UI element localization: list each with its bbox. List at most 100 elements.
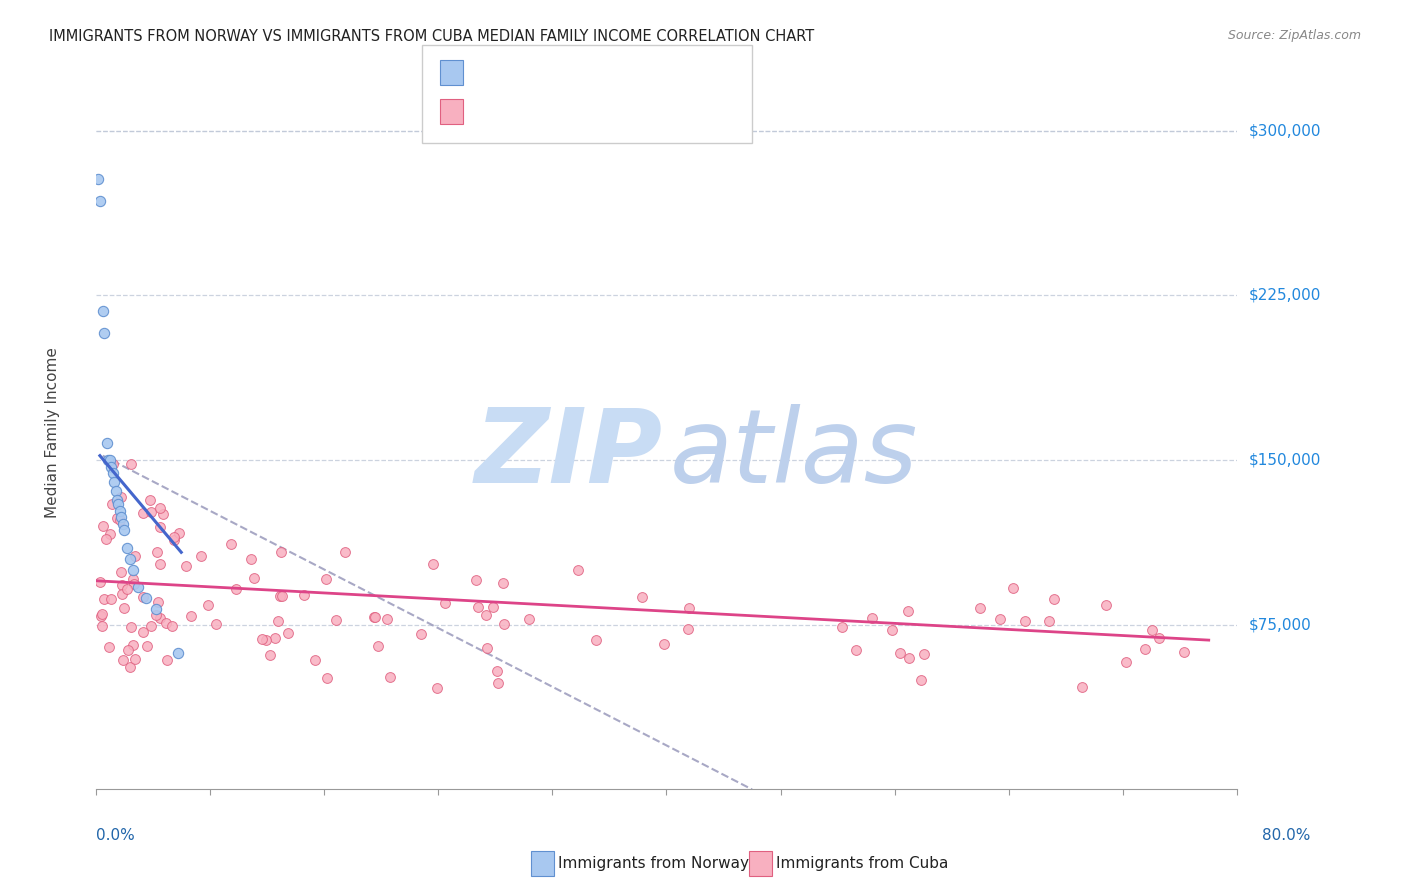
Point <box>1043 592 1066 607</box>
Point <box>162 619 184 633</box>
Point <box>97 640 120 655</box>
Point <box>94 532 117 546</box>
Point <box>124 652 146 666</box>
Point <box>89 194 111 208</box>
Text: Source: ZipAtlas.com: Source: ZipAtlas.com <box>1227 29 1361 42</box>
Point <box>118 552 141 566</box>
Point <box>108 513 131 527</box>
Text: R = -0.118   N =  24: R = -0.118 N = 24 <box>474 65 637 79</box>
Text: R = -0.251   N = 122: R = -0.251 N = 122 <box>474 104 643 119</box>
Point <box>149 520 172 534</box>
Point <box>1135 641 1157 656</box>
Point <box>103 475 125 489</box>
Point <box>111 587 134 601</box>
Point <box>488 676 510 690</box>
Point <box>366 639 388 653</box>
Point <box>270 545 292 559</box>
Point <box>264 631 287 645</box>
Point <box>120 458 142 472</box>
Point <box>132 506 155 520</box>
Point <box>889 646 911 660</box>
Point <box>676 622 699 636</box>
Text: $75,000: $75,000 <box>1249 617 1312 632</box>
Point <box>910 673 932 688</box>
Point <box>315 572 337 586</box>
Point <box>277 626 299 640</box>
Text: Median Family Income: Median Family Income <box>45 347 59 518</box>
Point <box>254 632 277 647</box>
Point <box>631 590 654 604</box>
Point <box>1140 624 1163 638</box>
Text: 0.0%: 0.0% <box>96 828 135 843</box>
Point <box>115 541 138 555</box>
Point <box>149 610 172 624</box>
Point <box>148 595 170 609</box>
Point <box>111 516 134 531</box>
Point <box>155 615 177 630</box>
Point <box>434 596 457 610</box>
Point <box>91 607 114 621</box>
Point <box>124 549 146 563</box>
Point <box>87 172 110 186</box>
Point <box>364 610 387 624</box>
Point <box>1071 680 1094 694</box>
Point <box>146 545 169 559</box>
Point <box>112 653 135 667</box>
Point <box>517 612 540 626</box>
Point <box>271 589 294 603</box>
Point <box>969 600 991 615</box>
Point <box>180 608 202 623</box>
Point <box>567 563 589 577</box>
Point <box>93 326 115 340</box>
Point <box>118 659 141 673</box>
Point <box>89 574 111 589</box>
Point <box>110 510 132 524</box>
Text: Immigrants from Norway: Immigrants from Norway <box>558 856 749 871</box>
Point <box>107 497 129 511</box>
Point <box>132 625 155 640</box>
Point <box>105 510 128 524</box>
Point <box>141 505 163 519</box>
Point <box>292 588 315 602</box>
Text: 80.0%: 80.0% <box>1263 828 1310 843</box>
Point <box>1014 614 1036 628</box>
Point <box>652 637 675 651</box>
Point <box>90 609 112 624</box>
Point <box>98 527 121 541</box>
Point <box>225 582 247 596</box>
Point <box>266 615 288 629</box>
Point <box>475 607 498 622</box>
Point <box>325 614 347 628</box>
Point <box>111 578 134 592</box>
Point <box>139 492 162 507</box>
Text: atlas: atlas <box>669 404 918 504</box>
Point <box>100 592 122 607</box>
Point <box>163 533 186 547</box>
Point <box>112 524 135 538</box>
Point <box>492 576 515 591</box>
Point <box>124 577 146 591</box>
Point <box>110 491 132 505</box>
Point <box>120 620 142 634</box>
Point <box>114 601 136 615</box>
Point <box>363 610 385 624</box>
Point <box>135 640 157 654</box>
Point <box>585 633 607 648</box>
Text: ZIP: ZIP <box>475 403 664 505</box>
Point <box>117 643 139 657</box>
Text: IMMIGRANTS FROM NORWAY VS IMMIGRANTS FROM CUBA MEDIAN FAMILY INCOME CORRELATION : IMMIGRANTS FROM NORWAY VS IMMIGRANTS FRO… <box>49 29 814 44</box>
Point <box>100 459 122 474</box>
Point <box>378 670 401 684</box>
Point <box>101 467 124 481</box>
Point <box>135 591 157 606</box>
Point <box>139 618 162 632</box>
Point <box>163 530 186 544</box>
Point <box>97 453 120 467</box>
Point <box>101 458 124 472</box>
Point <box>243 571 266 585</box>
Point <box>131 590 153 604</box>
Point <box>912 647 935 661</box>
Point <box>1038 614 1060 628</box>
Point <box>988 612 1011 626</box>
Point <box>880 623 903 637</box>
